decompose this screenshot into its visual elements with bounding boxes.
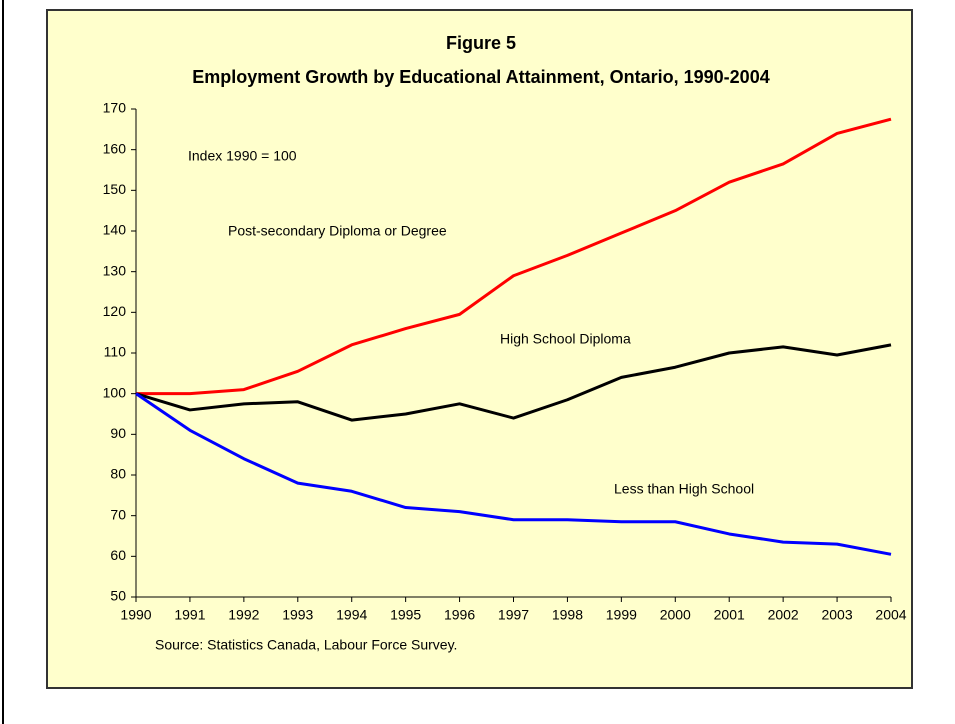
annotation: Less than High School <box>614 481 754 497</box>
annotation: Post-secondary Diploma or Degree <box>228 223 447 239</box>
annotation: High School Diploma <box>500 331 631 347</box>
y-tick-label: 80 <box>110 466 126 482</box>
series-line <box>135 343 892 422</box>
chart-title: Figure 5 <box>446 33 516 53</box>
y-tick-label: 160 <box>103 140 127 156</box>
x-tick-label: 2001 <box>714 607 745 623</box>
x-tick-label: 2003 <box>821 607 852 623</box>
y-tick-label: 170 <box>103 100 127 116</box>
y-tick-label: 70 <box>110 506 126 522</box>
x-tick-label: 1998 <box>552 607 583 623</box>
annotation: Index 1990 = 100 <box>188 148 297 164</box>
x-tick-label: 1999 <box>606 607 637 623</box>
y-tick-label: 60 <box>110 547 126 563</box>
x-tick-label: 2004 <box>875 607 906 623</box>
x-tick-label: 1996 <box>444 607 475 623</box>
source-note: Source: Statistics Canada, Labour Force … <box>155 637 457 653</box>
y-tick-label: 130 <box>103 262 127 278</box>
y-tick-label: 120 <box>103 303 127 319</box>
y-tick-label: 100 <box>103 384 127 400</box>
chart-panel <box>46 9 913 689</box>
series-line <box>136 117 892 396</box>
x-tick-label: 1995 <box>390 607 421 623</box>
y-tick-label: 140 <box>103 222 127 238</box>
x-tick-label: 1994 <box>336 607 367 623</box>
x-tick-label: 1990 <box>120 607 151 623</box>
chart-subtitle: Employment Growth by Educational Attainm… <box>192 67 769 87</box>
y-tick-label: 50 <box>110 588 126 604</box>
x-tick-label: 1993 <box>282 607 313 623</box>
series-line <box>135 392 892 556</box>
x-tick-label: 1991 <box>174 607 205 623</box>
x-tick-label: 2002 <box>768 607 799 623</box>
y-tick-label: 90 <box>110 425 126 441</box>
y-tick-label: 110 <box>104 344 127 360</box>
x-tick-label: 1992 <box>228 607 259 623</box>
x-tick-label: 1997 <box>498 607 529 623</box>
x-tick-label: 2000 <box>660 607 691 623</box>
y-tick-label: 150 <box>103 181 127 197</box>
